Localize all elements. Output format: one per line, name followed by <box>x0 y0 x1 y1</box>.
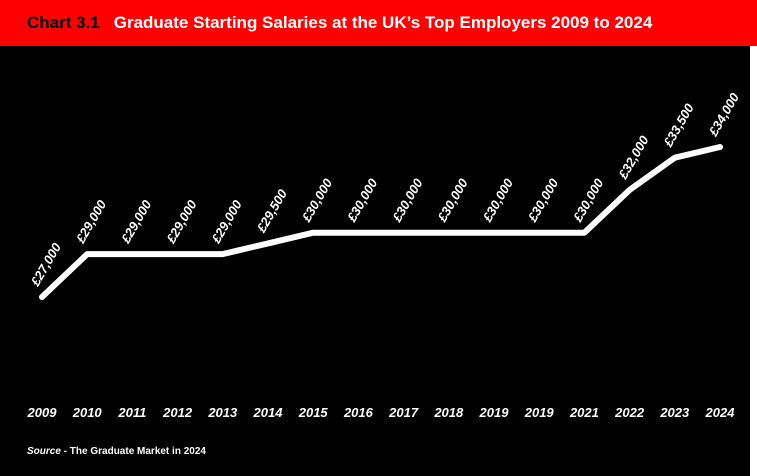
x-tick-label: 2010 <box>72 405 103 420</box>
x-axis-tick-labels: 2009 2010 2011 2012 2013 2014 2015 2016 2017 2018… <box>27 405 736 420</box>
data-label: £30,000 <box>434 175 471 225</box>
chart-panel: £27,000 £29,000 £29,000 £29,000 £29,000 £29,5… <box>0 46 750 476</box>
x-tick-label: 2017 <box>388 405 419 420</box>
data-label: £29,500 <box>253 186 290 236</box>
data-label: £30,000 <box>389 175 426 225</box>
x-tick-label: 2012 <box>162 405 193 420</box>
x-tick-label: 2021 <box>569 405 599 420</box>
data-label: £30,000 <box>524 175 561 225</box>
x-tick-label: 2022 <box>614 405 645 420</box>
x-tick-label: 2009 <box>27 405 58 420</box>
data-label: £29,000 <box>118 197 155 247</box>
source-prefix: Source <box>27 446 61 457</box>
data-label: £29,000 <box>163 197 200 247</box>
data-label: £34,000 <box>705 90 742 140</box>
chart-title: Graduate Starting Salaries at the UK’s T… <box>113 13 653 32</box>
data-label: £29,000 <box>72 197 109 247</box>
x-tick-label: 2013 <box>207 405 238 420</box>
x-tick-label: 2019 <box>479 405 510 420</box>
x-tick-label: 2016 <box>343 405 374 420</box>
x-tick-label: 2024 <box>705 405 736 420</box>
source-note: Source - The Graduate Market in 2024 <box>27 446 206 457</box>
data-label: £30,000 <box>298 175 335 225</box>
chart-number: Chart 3.1 <box>27 13 100 32</box>
x-tick-label: 2019 <box>524 405 555 420</box>
data-label: £30,000 <box>344 175 381 225</box>
x-tick-label: 2015 <box>298 405 329 420</box>
series-line-salary <box>39 144 723 300</box>
x-tick-label: 2011 <box>117 405 146 420</box>
data-label: £29,000 <box>208 197 245 247</box>
x-tick-label: 2014 <box>253 405 284 420</box>
data-label: £33,500 <box>660 100 697 150</box>
data-label: £30,000 <box>479 175 516 225</box>
line-chart: £27,000£29,000 £29,000 £29,000 £29,000 £29,5… <box>27 90 743 420</box>
source-text: - The Graduate Market in 2024 <box>60 446 206 457</box>
x-tick-label: 2023 <box>659 405 690 420</box>
chart-header: Chart 3.1 Graduate Starting Salaries at … <box>0 0 757 46</box>
x-tick-label: 2018 <box>433 405 464 420</box>
